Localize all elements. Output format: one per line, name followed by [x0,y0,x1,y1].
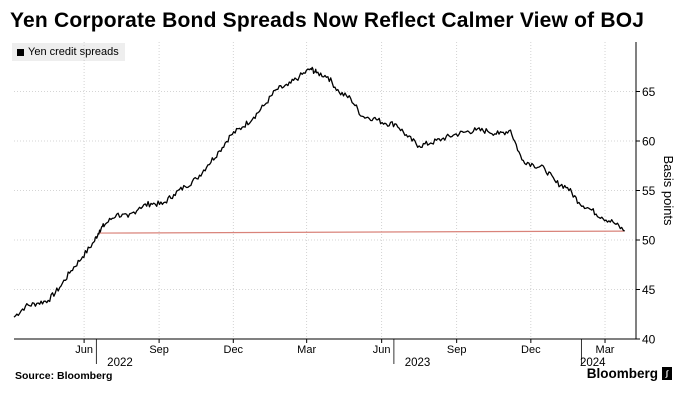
chart-badge-icon: ∫ [662,367,672,380]
axes [14,42,640,364]
x-tick-label: Mar [297,344,316,356]
series [13,66,625,318]
x-tick-label: Sep [447,344,467,356]
x-tick-label: Mar [596,344,615,356]
x-tick-label: Dec [224,344,244,356]
gridlines [14,42,636,340]
legend-label: Yen credit spreads [28,46,119,58]
x-tick-label: Jun [75,344,93,356]
series-line-yen-credit-spreads [13,66,625,318]
x-tick-label: Dec [521,344,541,356]
brand-name: Bloomberg [586,366,658,381]
y-tick-label: 65 [642,85,656,99]
x-tick-label: Sep [149,344,169,356]
y-tick-label: 40 [642,333,656,347]
y-axis-title: Basis points [661,155,676,226]
legend: Yen credit spreads [12,43,125,61]
year-label: 2022 [107,357,133,369]
y-tick-label: 45 [642,283,656,297]
x-tick-label: Jun [373,344,391,356]
year-label: 2023 [405,357,431,369]
year-label: 2024 [580,357,606,369]
reference-line [99,230,625,234]
y-tick-label: 60 [642,135,656,149]
chart-title: Yen Corporate Bond Spreads Now Reflect C… [10,9,645,32]
y-tick-label: 50 [642,234,656,248]
source-note: Source: Bloomberg [15,370,113,382]
tick-labels: 40 45 50 55 60 65 Jun Sep Dec Mar Jun Sep Dec Mar 2022… [75,85,676,369]
brand-logo: Bloomberg ∫ [587,366,672,381]
y-tick-label: 55 [642,184,656,198]
legend-swatch [17,48,24,56]
